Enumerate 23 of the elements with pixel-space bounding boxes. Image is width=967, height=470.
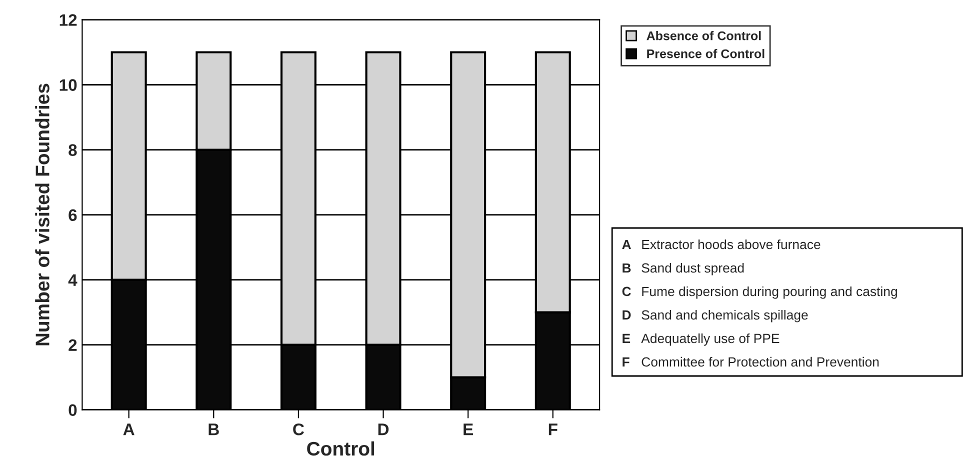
- x-tick-label: F: [548, 424, 558, 436]
- text: D Sand and chemicals spillage: [622, 310, 808, 322]
- y-tick-label: 8: [68, 144, 77, 156]
- text: E Adequatelly use of PPE: [622, 333, 780, 346]
- y-tick-label: 4: [68, 274, 78, 286]
- x-tick-label: E: [464, 424, 473, 436]
- y-tick-label: 2: [68, 339, 77, 351]
- y-tick-label: 12: [60, 14, 77, 26]
- x-tick-label: D: [378, 424, 389, 436]
- x-tick-label: C: [293, 423, 304, 436]
- y-axis-title: Number of visited Foundries: [35, 84, 50, 346]
- y-tick-label: 10: [60, 79, 77, 91]
- text: C Fume dispersion during pouring and casting: [622, 286, 897, 299]
- text: A Extractor hoods above furnace: [622, 239, 820, 250]
- x-tick-label: B: [208, 424, 219, 436]
- legend-label: Absence of Control: [646, 31, 761, 40]
- text: F Committee for Protection and Prevention: [622, 356, 879, 367]
- text: B Sand dust spread: [622, 262, 744, 276]
- legend-label: Presence of Control: [647, 49, 764, 58]
- y-tick-label: 6: [68, 209, 77, 221]
- x-tick-label: A: [123, 424, 134, 436]
- x-axis-title: Control: [307, 441, 374, 456]
- y-tick-label: 0: [68, 404, 77, 416]
